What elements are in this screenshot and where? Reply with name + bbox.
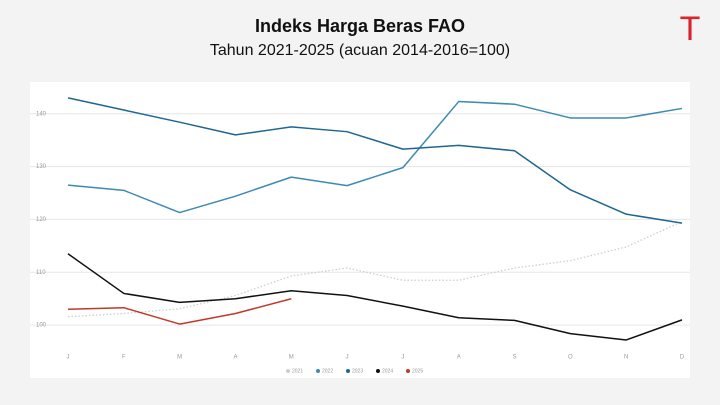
logo: T <box>680 10 701 48</box>
series-line <box>67 253 683 341</box>
x-tick-label: M <box>177 355 182 361</box>
legend-swatch <box>346 369 350 373</box>
plot-panel <box>30 82 690 378</box>
legend-label: 2025 <box>412 368 423 374</box>
y-tick-label: 140 <box>36 111 47 117</box>
y-tick-label: 120 <box>36 217 47 223</box>
chart-subtitle: Tahun 2021-2025 (acuan 2014-2016=100) <box>210 42 510 59</box>
x-tick-label: A <box>233 355 237 361</box>
series-line <box>67 100 683 214</box>
x-tick-label: N <box>624 355 628 361</box>
legend-swatch <box>376 369 380 373</box>
series-line <box>67 297 292 325</box>
x-tick-label: S <box>513 355 517 361</box>
y-tick-label: 100 <box>36 323 47 329</box>
legend-swatch <box>286 369 290 373</box>
y-tick-label: 110 <box>36 270 46 276</box>
x-tick-label: A <box>457 355 461 361</box>
legend-label: 2022 <box>322 368 333 374</box>
y-tick-label: 130 <box>36 164 47 170</box>
legend-swatch <box>406 369 410 373</box>
legend-label: 2024 <box>382 368 393 374</box>
chart-title: Indeks Harga Beras FAO <box>255 16 465 36</box>
legend-label: 2023 <box>352 368 363 374</box>
x-tick-label: M <box>289 355 294 361</box>
legend-label: 2021 <box>292 368 303 374</box>
x-tick-label: F <box>122 355 126 361</box>
series-line <box>67 97 683 224</box>
x-tick-label: J <box>346 355 349 361</box>
legend-swatch <box>316 369 320 373</box>
x-tick-label: J <box>401 355 404 361</box>
x-tick-label: D <box>680 355 685 361</box>
series-line <box>67 220 683 318</box>
x-tick-label: O <box>568 355 573 361</box>
x-tick-label: J <box>67 355 70 361</box>
